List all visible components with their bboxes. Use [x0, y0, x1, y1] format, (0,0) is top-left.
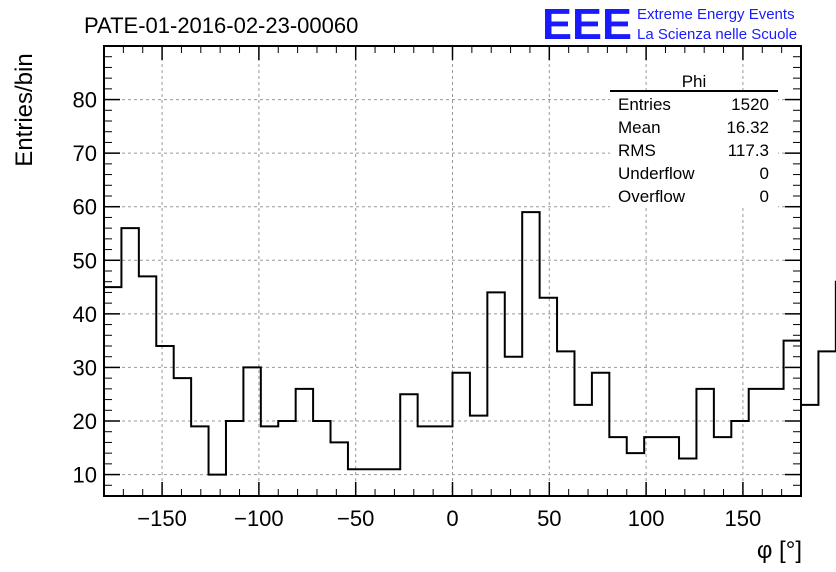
stats-row-value: 117.3	[728, 141, 769, 160]
x-tick-label: 150	[725, 506, 762, 531]
stats-row-value: 0	[760, 164, 769, 183]
x-tick-label: 100	[628, 506, 665, 531]
y-tick-label: 20	[73, 409, 97, 434]
y-tick-labels: 10 20 30 40 50 60 70 80	[73, 88, 97, 488]
x-tick-label: −50	[337, 506, 374, 531]
plot-frame	[103, 45, 802, 497]
y-tick-label: 50	[73, 248, 97, 273]
x-tick-label: −150	[137, 506, 187, 531]
y-tick-label: 10	[73, 463, 97, 488]
chart-title: PATE-01-2016-02-23-00060	[84, 13, 358, 38]
x-axis-label: φ [°]	[757, 537, 802, 564]
stats-row-label: Mean	[618, 118, 661, 137]
stats-box-background	[610, 90, 778, 208]
stats-row-label: Overflow	[618, 187, 686, 206]
stats-box: Phi Entries 1520 Mean 16.32 RMS 117.3 Underflo…	[610, 72, 778, 208]
y-axis-label: Entries/bin	[11, 53, 38, 166]
stats-row-label: Entries	[618, 95, 671, 114]
y-tick-label: 30	[73, 355, 97, 380]
stats-row-value: 16.32	[726, 118, 769, 137]
y-tick-label: 60	[73, 195, 97, 220]
y-tick-label: 40	[73, 302, 97, 327]
stats-box-name: Phi	[682, 72, 707, 91]
stats-row-label: Underflow	[618, 164, 695, 183]
histogram-line	[104, 211, 836, 476]
x-tick-label: −100	[234, 506, 284, 531]
eee-logo-mark: EEE	[542, 0, 632, 49]
eee-logo: EEE Extreme Energy Events La Scienza nel…	[542, 0, 797, 49]
eee-logo-line1: Extreme Energy Events	[637, 6, 795, 23]
axis-ticks	[104, 46, 801, 496]
y-tick-label: 80	[73, 88, 97, 113]
x-tick-labels: −150 −100 −50 0 50 100 150	[137, 506, 761, 531]
eee-logo-line2: La Scienza nelle Scuole	[637, 26, 797, 43]
stats-row-value: 1520	[731, 95, 769, 114]
stats-row-label: RMS	[618, 141, 656, 160]
y-tick-label: 70	[73, 141, 97, 166]
stats-row-value: 0	[760, 187, 769, 206]
x-tick-label: 50	[537, 506, 561, 531]
x-tick-label: 0	[446, 506, 458, 531]
